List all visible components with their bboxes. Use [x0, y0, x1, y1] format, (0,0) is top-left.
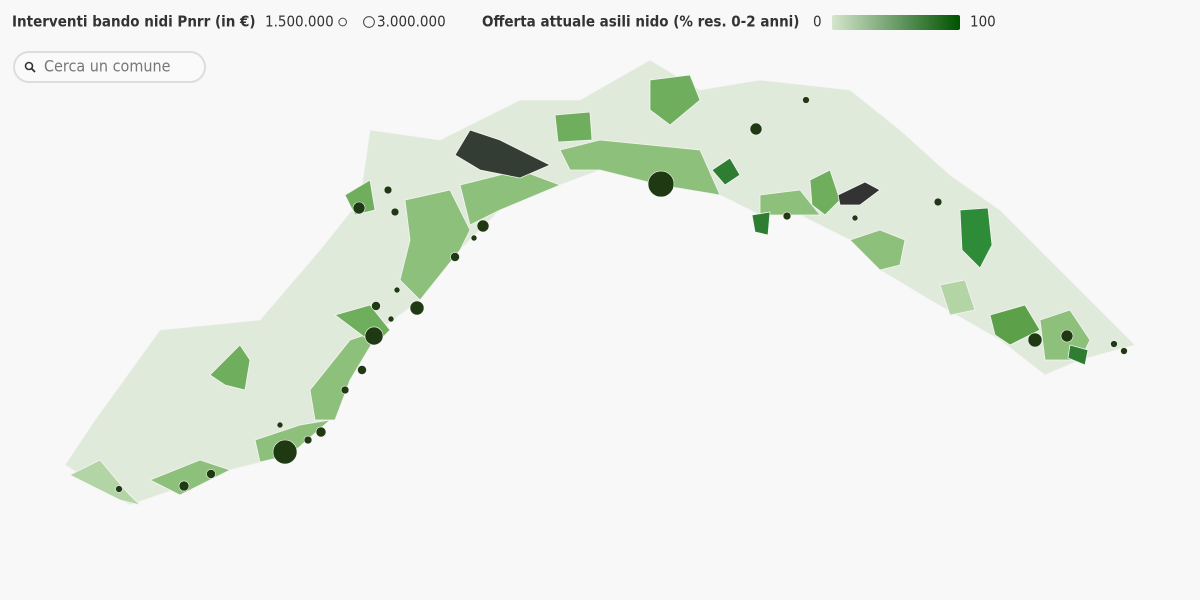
municipality: [344, 179, 376, 216]
funding-bubble: [851, 214, 859, 222]
funding-bubble: [115, 485, 123, 493]
municipality: [849, 229, 906, 271]
color-scale: [832, 15, 960, 30]
municipality: [559, 139, 721, 196]
municipality: [309, 329, 381, 421]
funding-bubble: [476, 219, 490, 233]
funding-bubble: [1110, 340, 1118, 348]
search-icon: [30, 67, 36, 73]
search-icon: [24, 61, 34, 71]
funding-bubble: [206, 469, 216, 479]
municipality: [149, 459, 232, 496]
funding-bubble: [340, 385, 350, 395]
funding-bubble: [1060, 329, 1074, 343]
funding-bubble: [393, 286, 401, 294]
funding-bubble: [390, 207, 400, 217]
search-box[interactable]: Cerca un comune: [13, 51, 206, 83]
funding-bubble: [647, 170, 675, 198]
color-legend-max: 100: [970, 13, 996, 31]
funding-bubble: [276, 421, 284, 429]
municipality: [69, 459, 142, 506]
municipality: [989, 304, 1041, 346]
municipality: [759, 189, 821, 216]
municipality: [399, 189, 471, 301]
funding-bubble: [1027, 332, 1043, 348]
funding-bubble: [933, 197, 943, 207]
municipality: [1067, 344, 1089, 366]
funding-bubble: [409, 300, 425, 316]
funding-bubble: [364, 326, 384, 346]
municipality: [959, 207, 993, 269]
funding-bubble: [371, 301, 381, 311]
funding-bubble: [749, 122, 763, 136]
funding-bubble: [178, 480, 190, 492]
funding-bubble: [272, 439, 298, 465]
funding-bubble: [802, 96, 810, 104]
size-legend-label: 1.500.000: [265, 13, 334, 31]
municipalities: [64, 59, 1136, 506]
funding-bubble: [1120, 347, 1128, 355]
color-legend-title: Offerta attuale asili nido (% res. 0-2 a…: [482, 13, 799, 31]
size-legend-title: Interventi bando nidi Pnrr (in €): [12, 13, 256, 31]
municipality: [809, 169, 841, 216]
funding-bubble: [450, 252, 460, 262]
search-field[interactable]: [13, 51, 206, 83]
municipality: [554, 111, 593, 143]
size-legend-circle: [363, 16, 375, 28]
search-placeholder: Cerca un comune: [44, 57, 171, 76]
color-legend-min: 0: [813, 13, 822, 31]
funding-bubble: [383, 185, 393, 195]
funding-bubble: [303, 435, 313, 445]
funding-bubble: [782, 211, 792, 221]
region-map: [64, 59, 1136, 506]
funding-bubble: [387, 315, 395, 323]
funding-bubble: [315, 426, 327, 438]
municipality: [209, 344, 251, 391]
funding-bubble: [352, 201, 366, 215]
municipality: [454, 129, 551, 179]
size-legend-label: 3.000.000: [377, 13, 446, 31]
municipality: [711, 157, 741, 186]
municipality: [751, 211, 771, 236]
funding-bubble: [470, 234, 478, 242]
funding-bubble: [357, 365, 367, 375]
municipality: [649, 74, 701, 126]
municipality: [939, 279, 976, 316]
municipality: [837, 181, 881, 206]
size-legend-circle: [338, 17, 347, 27]
